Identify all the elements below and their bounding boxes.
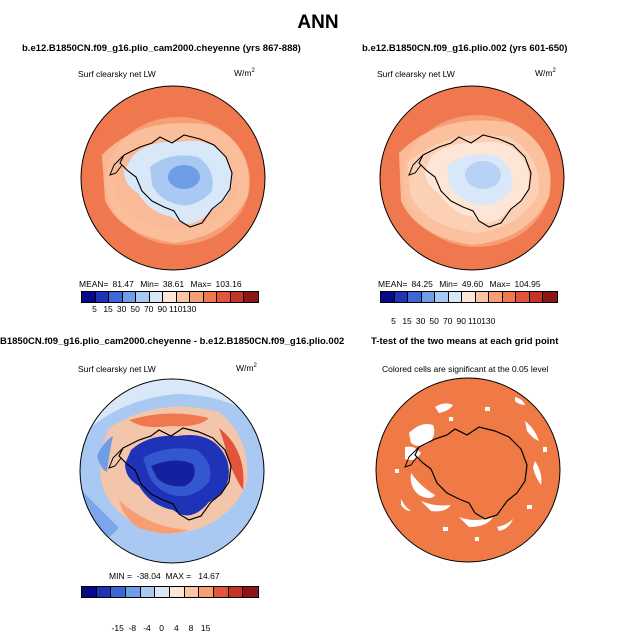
panel-3-variable: Surf clearsky net LW — [78, 364, 156, 374]
colorbar-cell — [176, 292, 191, 302]
colorbar-cell — [140, 587, 156, 597]
colorbar-cell — [155, 587, 170, 597]
colorbar-cell — [82, 587, 97, 597]
colorbar-cell — [489, 292, 503, 302]
colorbar-tick-label: 70 — [143, 304, 154, 314]
colorbar-tick-label: 70 — [442, 316, 453, 326]
colorbar-cell — [408, 292, 422, 302]
panel-4-title: T-test of the two means at each grid poi… — [371, 336, 559, 347]
colorbar-cell — [203, 292, 218, 302]
panel-1-colorbar-ticks: 5 15 30 50 70 90 110 130 — [81, 304, 257, 316]
colorbar-cell — [95, 292, 110, 302]
colorbar-cell — [217, 292, 231, 302]
panel-4-map — [375, 377, 561, 563]
coastline — [414, 426, 528, 520]
colorbar-tick-label: 130 — [182, 304, 197, 314]
panel-2-variable: Surf clearsky net LW — [377, 69, 455, 79]
colorbar-cell — [230, 292, 245, 302]
colorbar-cell — [475, 292, 490, 302]
colorbar-cell — [136, 292, 150, 302]
colorbar-cell — [111, 587, 126, 597]
main-title: ANN — [297, 12, 339, 33]
colorbar-cell — [184, 587, 200, 597]
colorbar-cell — [421, 292, 436, 302]
colorbar-tick-label: -15 — [111, 623, 124, 633]
colorbar-cell — [122, 292, 137, 302]
colorbar-cell — [394, 292, 409, 302]
colorbar-cell — [163, 292, 177, 302]
colorbar-tick-label: 90 — [456, 316, 466, 326]
coastline — [418, 134, 532, 228]
colorbar-cell — [243, 587, 258, 597]
colorbar-cell — [516, 292, 530, 302]
panel-3-stats: MIN = -38.04 MAX = 14.67 — [109, 571, 220, 581]
panel-1-stats: MEAN= 81.47 Min= 38.61 Max= 103.16 — [79, 279, 242, 289]
colorbar-tick-label: 110 — [467, 316, 482, 326]
colorbar-cell — [109, 292, 123, 302]
colorbar-cell — [502, 292, 517, 302]
colorbar-cell — [149, 292, 164, 302]
colorbar-cell — [448, 292, 463, 302]
colorbar-cell — [381, 292, 395, 302]
panel-1-variable: Surf clearsky net LW — [78, 69, 156, 79]
colorbar-cell — [96, 587, 112, 597]
colorbar-cell — [543, 292, 557, 302]
panel-3-units: W/m2 — [236, 363, 257, 373]
colorbar-cell — [190, 292, 204, 302]
panel-2-units: W/m2 — [535, 68, 556, 78]
colorbar-cell — [125, 587, 141, 597]
panel-1-units: W/m2 — [234, 68, 255, 78]
colorbar-tick-label: 4 — [173, 623, 179, 633]
colorbar-tick-label: 15 — [402, 316, 412, 326]
colorbar-cell — [213, 587, 229, 597]
panel-3-map — [79, 378, 265, 564]
panel-2-colorbar — [380, 291, 558, 303]
colorbar-tick-label: -4 — [143, 623, 151, 633]
colorbar-tick-label: 110 — [168, 304, 183, 314]
colorbar-tick-label: 5 — [92, 304, 97, 314]
colorbar-tick-label: 50 — [130, 304, 140, 314]
colorbar-tick-label: 15 — [200, 623, 211, 633]
colorbar-cell — [228, 587, 244, 597]
colorbar-cell — [82, 292, 96, 302]
colorbar-tick-label: 90 — [157, 304, 167, 314]
colorbar-cell — [462, 292, 476, 302]
colorbar-tick-label: -8 — [128, 623, 137, 633]
coastline — [119, 134, 233, 228]
colorbar-tick-label: 5 — [391, 316, 396, 326]
colorbar-tick-label: 8 — [188, 623, 194, 633]
colorbar-tick-label: 30 — [116, 304, 127, 314]
panel-2-map — [379, 85, 565, 271]
colorbar-cell — [435, 292, 449, 302]
coastline — [118, 427, 232, 521]
colorbar-cell — [169, 587, 185, 597]
colorbar-cell — [199, 587, 214, 597]
panel-3-title: B1850CN.f09_g16.plio_cam2000.cheyenne - … — [0, 336, 345, 347]
panel-3-colorbar — [81, 586, 259, 598]
panel-2-title: b.e12.B1850CN.f09_g16.plio.002 (yrs 601-… — [362, 43, 568, 54]
panel-4-note: Colored cells are significant at the 0.0… — [382, 364, 549, 374]
panel-1-colorbar — [81, 291, 259, 303]
colorbar-tick-label: 50 — [429, 316, 439, 326]
panel-2-colorbar-ticks: 5 15 30 50 70 90 110 130 — [380, 316, 556, 328]
panel-3-colorbar-ticks: -15 -8 -4 0 4 8 15 — [81, 623, 257, 635]
colorbar-tick-label: 0 — [159, 623, 165, 633]
colorbar-cell — [244, 292, 258, 302]
colorbar-tick-label: 130 — [481, 316, 496, 326]
significance-field — [376, 378, 560, 562]
panel-1-map — [80, 85, 266, 271]
colorbar-tick-label: 15 — [103, 304, 113, 314]
panel-1-title: b.e12.B1850CN.f09_g16.plio_cam2000.cheye… — [22, 43, 301, 54]
panel-2-stats: MEAN= 84.25 Min= 49.60 Max= 104.95 — [378, 279, 541, 289]
colorbar-cell — [529, 292, 544, 302]
colorbar-tick-label: 30 — [415, 316, 426, 326]
